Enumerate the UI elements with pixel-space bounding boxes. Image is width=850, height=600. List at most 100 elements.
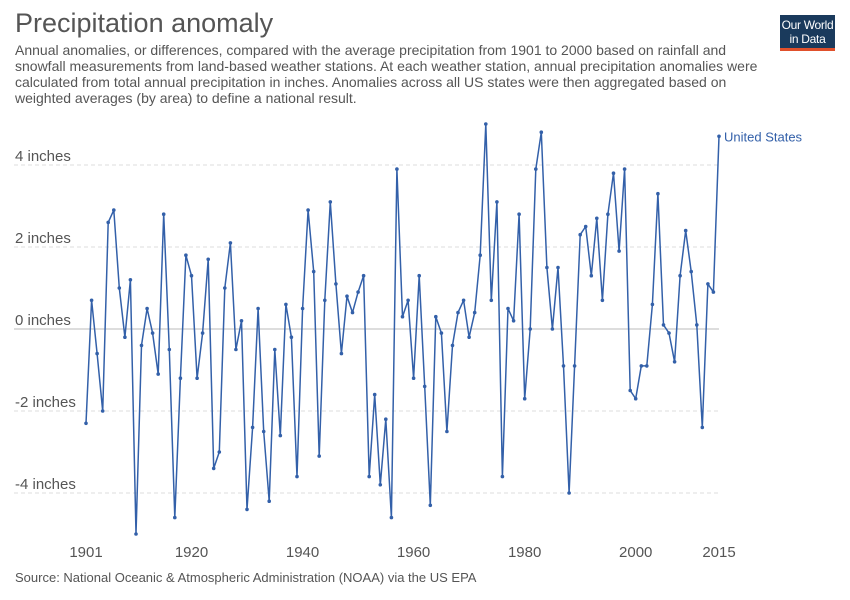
data-point[interactable] bbox=[667, 331, 671, 335]
data-point[interactable] bbox=[300, 306, 305, 311]
data-point[interactable] bbox=[650, 302, 655, 307]
data-point[interactable] bbox=[689, 269, 693, 274]
data-point[interactable] bbox=[112, 208, 116, 212]
data-point[interactable] bbox=[656, 191, 660, 196]
data-point[interactable] bbox=[400, 314, 405, 319]
data-point[interactable] bbox=[361, 273, 366, 278]
data-point[interactable] bbox=[89, 298, 94, 303]
data-point[interactable] bbox=[206, 257, 210, 262]
data-point[interactable] bbox=[600, 298, 605, 303]
data-point[interactable] bbox=[345, 294, 349, 299]
data-point[interactable] bbox=[506, 306, 510, 311]
data-point[interactable] bbox=[284, 302, 288, 307]
data-point[interactable] bbox=[134, 532, 138, 536]
data-point[interactable] bbox=[195, 376, 199, 381]
data-point[interactable] bbox=[223, 286, 227, 290]
data-point[interactable] bbox=[234, 347, 238, 352]
data-point[interactable] bbox=[261, 429, 266, 434]
data-point[interactable] bbox=[561, 364, 566, 368]
data-point[interactable] bbox=[245, 507, 249, 512]
data-point[interactable] bbox=[384, 417, 388, 422]
data-point[interactable] bbox=[267, 499, 272, 504]
data-point[interactable] bbox=[439, 331, 444, 335]
data-point[interactable] bbox=[511, 319, 516, 323]
data-point[interactable] bbox=[334, 282, 338, 286]
data-point[interactable] bbox=[184, 253, 188, 257]
data-point[interactable] bbox=[411, 376, 416, 381]
data-point[interactable] bbox=[617, 249, 621, 253]
data-point[interactable] bbox=[395, 167, 399, 171]
data-point[interactable] bbox=[456, 310, 460, 315]
data-point[interactable] bbox=[567, 491, 571, 495]
data-point[interactable] bbox=[545, 265, 549, 270]
data-point[interactable] bbox=[445, 429, 449, 434]
data-point[interactable] bbox=[628, 388, 632, 393]
data-point[interactable] bbox=[156, 372, 160, 376]
data-point[interactable] bbox=[711, 290, 716, 294]
data-point[interactable] bbox=[389, 515, 394, 520]
data-point[interactable] bbox=[311, 269, 316, 274]
data-point[interactable] bbox=[534, 167, 538, 171]
data-point[interactable] bbox=[289, 335, 294, 340]
data-point[interactable] bbox=[217, 450, 222, 454]
data-point[interactable] bbox=[123, 335, 127, 340]
data-point[interactable] bbox=[145, 306, 149, 311]
data-point[interactable] bbox=[622, 167, 627, 171]
data-point[interactable] bbox=[417, 273, 422, 278]
data-point[interactable] bbox=[661, 323, 666, 327]
data-point[interactable] bbox=[517, 212, 521, 216]
data-point[interactable] bbox=[367, 474, 372, 479]
data-point[interactable] bbox=[200, 331, 205, 335]
data-point[interactable] bbox=[428, 503, 433, 508]
data-point[interactable] bbox=[95, 351, 99, 356]
data-point[interactable] bbox=[633, 396, 638, 401]
owid-logo[interactable]: Our World in Data bbox=[780, 15, 835, 51]
data-point[interactable] bbox=[106, 220, 110, 225]
data-point[interactable] bbox=[339, 351, 344, 356]
data-point[interactable] bbox=[595, 216, 599, 221]
data-point[interactable] bbox=[672, 360, 677, 364]
data-point[interactable] bbox=[150, 331, 155, 335]
data-point[interactable] bbox=[489, 298, 494, 303]
data-point[interactable] bbox=[578, 232, 582, 237]
data-point[interactable] bbox=[356, 290, 360, 294]
data-point[interactable] bbox=[472, 310, 477, 315]
data-point[interactable] bbox=[378, 483, 383, 487]
data-point[interactable] bbox=[178, 376, 183, 381]
data-point[interactable] bbox=[128, 278, 133, 282]
data-point[interactable] bbox=[683, 228, 688, 233]
data-point[interactable] bbox=[717, 134, 721, 139]
data-point[interactable] bbox=[639, 364, 644, 368]
data-point[interactable] bbox=[556, 265, 560, 270]
data-point[interactable] bbox=[350, 310, 355, 315]
data-point[interactable] bbox=[228, 241, 233, 245]
data-point[interactable] bbox=[295, 474, 299, 479]
data-point[interactable] bbox=[422, 384, 427, 389]
data-point[interactable] bbox=[522, 396, 527, 401]
data-point[interactable] bbox=[328, 200, 333, 204]
data-point[interactable] bbox=[583, 224, 588, 229]
data-point[interactable] bbox=[611, 171, 616, 175]
data-point[interactable] bbox=[139, 343, 144, 348]
data-point[interactable] bbox=[250, 425, 255, 430]
data-point[interactable] bbox=[606, 212, 610, 216]
data-point[interactable] bbox=[84, 421, 88, 426]
data-point[interactable] bbox=[256, 306, 260, 311]
data-point[interactable] bbox=[645, 364, 649, 368]
data-point[interactable] bbox=[278, 433, 283, 438]
data-point[interactable] bbox=[550, 327, 555, 331]
data-point[interactable] bbox=[317, 454, 322, 458]
data-point[interactable] bbox=[528, 327, 532, 331]
data-point[interactable] bbox=[450, 343, 455, 348]
data-point[interactable] bbox=[323, 298, 327, 303]
data-point[interactable] bbox=[306, 208, 310, 212]
data-point[interactable] bbox=[478, 253, 483, 257]
data-point[interactable] bbox=[700, 425, 705, 430]
data-point[interactable] bbox=[173, 515, 177, 520]
data-point[interactable] bbox=[539, 130, 544, 134]
data-point[interactable] bbox=[189, 273, 194, 278]
data-point[interactable] bbox=[484, 122, 488, 126]
data-point[interactable] bbox=[695, 323, 699, 327]
data-point[interactable] bbox=[211, 466, 216, 471]
data-point[interactable] bbox=[406, 298, 410, 303]
